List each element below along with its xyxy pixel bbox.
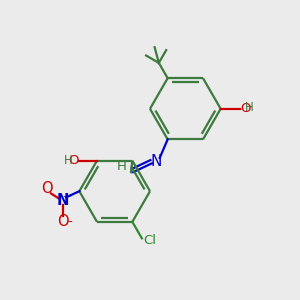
Text: -: - — [67, 215, 72, 228]
Text: O: O — [41, 181, 53, 196]
Text: O: O — [240, 102, 251, 115]
Text: N: N — [57, 193, 69, 208]
Text: O: O — [68, 154, 79, 166]
Text: +: + — [63, 192, 72, 202]
Text: N: N — [150, 154, 162, 169]
Text: O: O — [57, 214, 69, 229]
Text: Cl: Cl — [143, 234, 156, 247]
Text: H: H — [117, 160, 127, 173]
Text: H: H — [245, 101, 254, 114]
Text: H: H — [64, 154, 73, 166]
